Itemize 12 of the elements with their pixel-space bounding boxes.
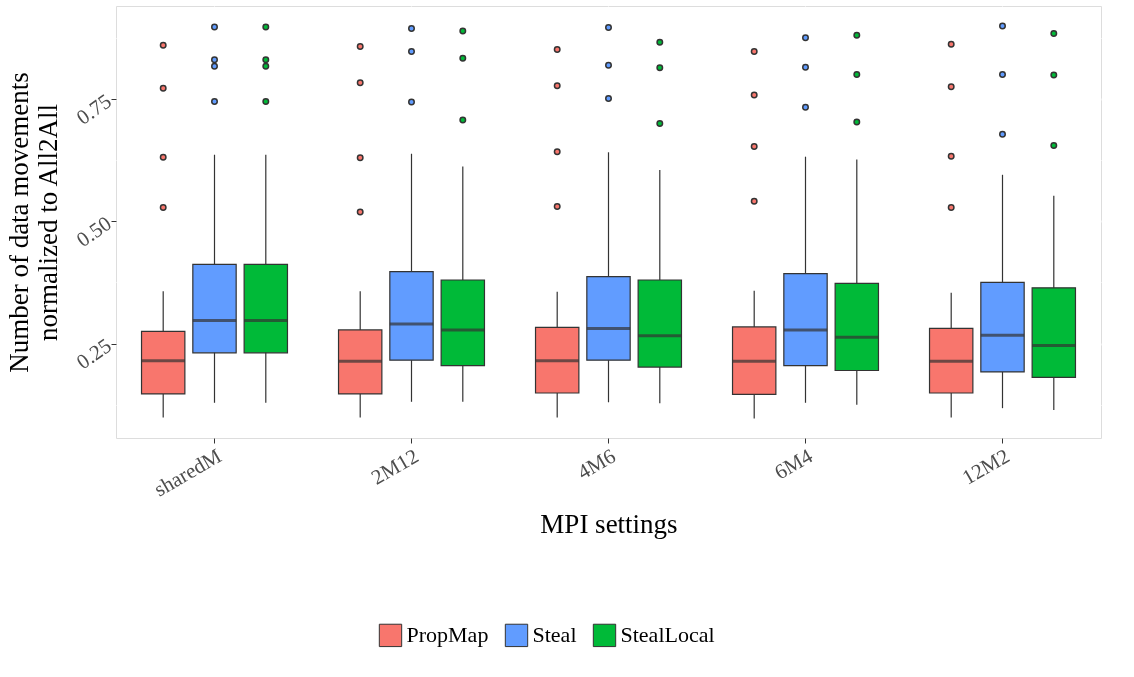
x-tick-label: 2M12 xyxy=(367,443,423,490)
legend-label: Steal xyxy=(532,622,577,648)
y-tick-label: 0.25 xyxy=(71,333,116,375)
x-axis-title: MPI settings xyxy=(540,509,678,540)
legend-label: StealLocal xyxy=(620,622,715,648)
x-tick-label: 4M6 xyxy=(573,443,620,485)
y-tick-label: 0.50 xyxy=(71,211,116,252)
y-axis-title: Number of data movements normalized to All2All xyxy=(4,72,64,373)
x-tick-label: 12M2 xyxy=(958,443,1014,490)
y-tick-label: 0.75 xyxy=(71,88,116,130)
x-tick-label: 6M4 xyxy=(770,443,817,485)
legend-label: PropMap xyxy=(406,622,489,648)
